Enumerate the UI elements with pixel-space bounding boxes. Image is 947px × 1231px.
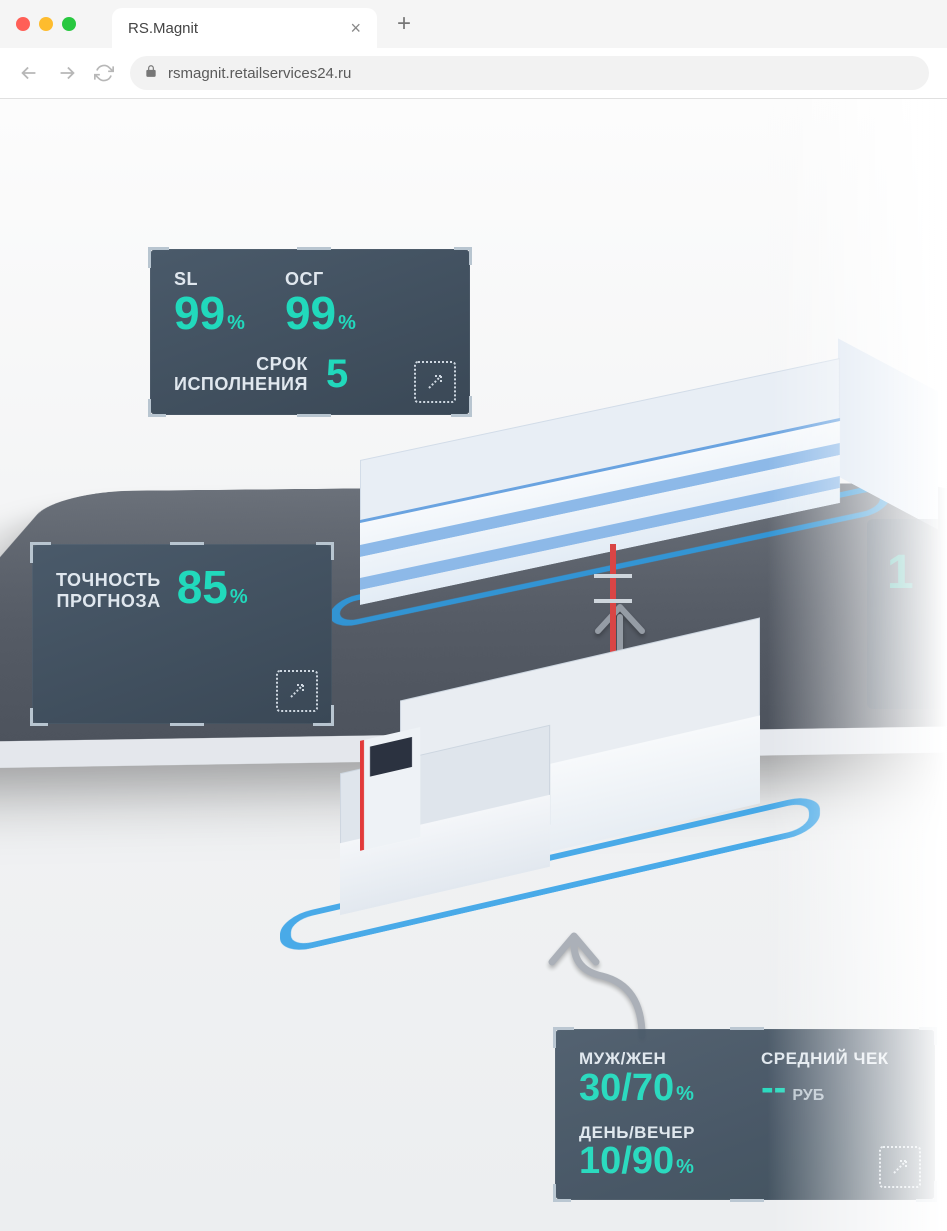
new-tab-button[interactable]: + xyxy=(397,10,411,38)
browser-tab[interactable]: RS.Magnit × xyxy=(112,8,377,48)
avg-check-value: --РУБ xyxy=(761,1069,911,1107)
window-controls xyxy=(16,17,76,31)
tab-title: RS.Magnit xyxy=(128,20,198,37)
tab-bar: RS.Magnit × + xyxy=(0,0,947,48)
address-bar: rsmagnit.retailservices24.ru xyxy=(0,48,947,98)
url-text: rsmagnit.retailservices24.ru xyxy=(168,65,351,82)
sl-value: 99% xyxy=(174,290,245,336)
expand-panel-button[interactable] xyxy=(879,1146,921,1188)
kpi-panel-demographics[interactable]: МУЖ/ЖЕН 30/70% СРЕДНИЙ ЧЕК --РУБ ДЕНЬ/ВЕ… xyxy=(555,1029,935,1200)
dashboard-viewport: SL 99% ОСГ 99% СРОКИСПОЛНЕНИЯ 5 xyxy=(0,99,947,1231)
deadline-label: СРОКИСПОЛНЕНИЯ xyxy=(174,354,308,395)
browser-chrome: RS.Magnit × + rsmagnit.retailservices24.… xyxy=(0,0,947,99)
gender-value: 30/70% xyxy=(579,1069,729,1107)
forward-button[interactable] xyxy=(56,62,78,84)
expand-panel-button[interactable] xyxy=(276,670,318,712)
deadline-value: 5 xyxy=(326,354,348,394)
forecast-value: 85% xyxy=(177,564,248,610)
kpi-panel-sl-osg[interactable]: SL 99% ОСГ 99% СРОКИСПОЛНЕНИЯ 5 xyxy=(150,249,470,415)
back-button[interactable] xyxy=(18,62,40,84)
close-tab-icon[interactable]: × xyxy=(350,19,361,37)
forecast-label: ТОЧНОСТЬПРОГНОЗА xyxy=(56,570,161,611)
daypart-value: 10/90% xyxy=(579,1142,911,1180)
expand-panel-button[interactable] xyxy=(414,361,456,403)
reload-button[interactable] xyxy=(94,63,114,83)
close-window-button[interactable] xyxy=(16,17,30,31)
kpi-panel-partial[interactable]: 1 xyxy=(867,519,947,709)
osg-value: 99% xyxy=(285,290,356,336)
kpi-panel-forecast[interactable]: ТОЧНОСТЬПРОГНОЗА 85% xyxy=(32,544,332,724)
factory-building[interactable] xyxy=(300,639,800,899)
partial-value: 1 xyxy=(887,546,914,599)
maximize-window-button[interactable] xyxy=(62,17,76,31)
minimize-window-button[interactable] xyxy=(39,17,53,31)
lock-icon xyxy=(144,64,158,82)
url-field[interactable]: rsmagnit.retailservices24.ru xyxy=(130,56,929,90)
